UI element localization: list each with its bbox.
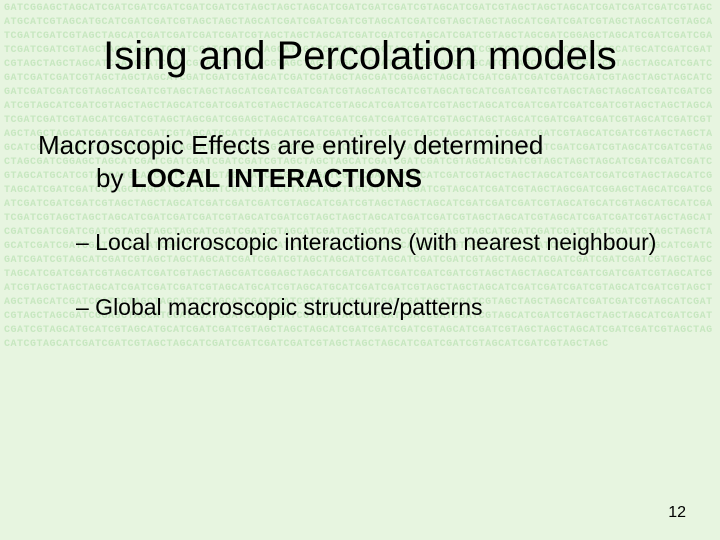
- page-number: 12: [668, 504, 686, 522]
- body-line-1: Macroscopic Effects are entirely determi…: [38, 130, 543, 160]
- slide-content: Ising and Percolation models Macroscopic…: [0, 0, 720, 540]
- body-paragraph: Macroscopic Effects are entirely determi…: [0, 129, 720, 194]
- body-line-2-bold: LOCAL INTERACTIONS: [131, 163, 422, 193]
- bullet-1: – Local microscopic interactions (with n…: [0, 228, 720, 257]
- slide: GATCGGAGCTAGCATCGATCGATCGATCGATCGATCGTAG…: [0, 0, 720, 540]
- bullet-2: – Global macroscopic structure/patterns: [0, 293, 720, 322]
- body-line-2a: by: [96, 163, 131, 193]
- body-line-2: by LOCAL INTERACTIONS: [38, 162, 690, 195]
- slide-title: Ising and Percolation models: [0, 34, 720, 79]
